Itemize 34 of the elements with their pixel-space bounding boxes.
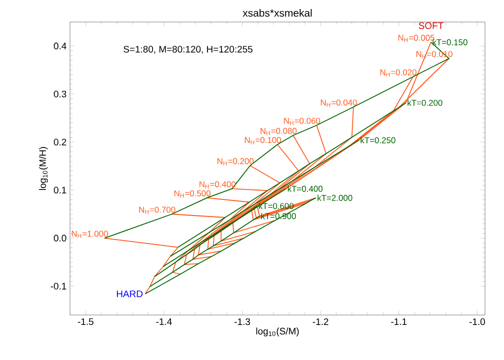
series-label: kT=2.000: [318, 194, 352, 201]
series-label: N$_{H}$=0.400: [200, 181, 236, 188]
x-tick-label: -1.4: [156, 318, 172, 325]
x-tick-label: -1.3: [234, 318, 250, 326]
y-tick-label: 0.0: [54, 234, 66, 242]
x-tick-label: -1.5: [78, 318, 94, 325]
annotation: HARD: [116, 290, 143, 298]
series-label: kT=0.250: [360, 137, 396, 144]
series-label: N$_{H}$=0.100: [244, 137, 281, 144]
x-axis-title: log$_{10}$(S/M): [256, 328, 299, 336]
y-tick-label: 0.4: [54, 42, 66, 50]
chart-title: xsabs*xsmekal: [242, 8, 312, 17]
x-tick-label: -1.1: [391, 318, 407, 325]
series-label: N$_{H}$=0.200: [218, 158, 254, 166]
series-label: N$_{H}$=0.080: [260, 128, 297, 136]
y-tick-label: 0.2: [54, 138, 66, 146]
series-label: N$_{H}$=0.500: [174, 190, 210, 198]
y-tick-label: -0.1: [50, 282, 66, 290]
y-tick-label: 0.3: [54, 90, 66, 98]
y-tick-label: 0.1: [54, 186, 66, 194]
series-label: N$_{H}$=0.020: [380, 69, 416, 77]
series-label: kT=0.200: [408, 100, 442, 106]
annotation: SOFT: [418, 22, 444, 29]
series-label: kT=0.150: [432, 39, 468, 46]
x-tick-label: -1.2: [312, 318, 328, 325]
series-label: N$_{H}$=0.005: [398, 34, 434, 42]
series-label: kT=0.400: [288, 186, 323, 192]
annotation: S=1:80, M=80:120, H=120:255: [124, 46, 252, 54]
series-label: N$_{H}$=1.000: [72, 230, 108, 238]
series-label: N$_{H}$=0.040: [320, 100, 357, 107]
series-label: N$_{H}$=0.060: [284, 118, 320, 126]
y-axis-title: log$_{10}$(M/H): [39, 147, 48, 190]
series-label: N$_{H}$=0.700: [139, 206, 176, 214]
x-tick-label: -1.0: [469, 318, 485, 326]
